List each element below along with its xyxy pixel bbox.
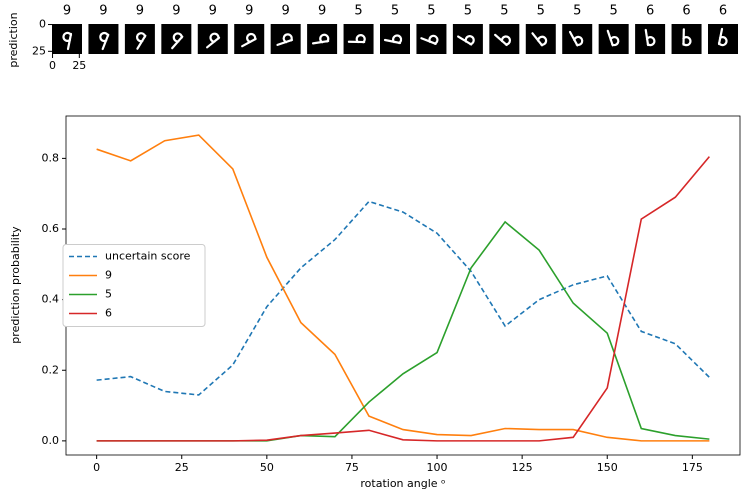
prediction-label: 5 xyxy=(500,4,508,19)
prediction-label: 5 xyxy=(537,4,545,19)
x-axis-label: rotation angle ᵒ xyxy=(360,477,445,490)
y-tick-label: 0 xyxy=(39,18,46,31)
prediction-label: 5 xyxy=(427,4,435,19)
digit-image xyxy=(344,24,374,54)
prediction-label: 9 xyxy=(172,4,180,19)
figure: prediction prediction probability rotati… xyxy=(0,0,743,493)
prediction-label: 5 xyxy=(354,4,362,19)
x-tick-label: 175 xyxy=(682,461,703,474)
y-tick-label: 0.0 xyxy=(42,434,60,447)
digit-image xyxy=(453,24,483,54)
legend-label: 5 xyxy=(105,288,112,301)
prediction-label: 9 xyxy=(63,4,71,19)
digit-image xyxy=(672,24,702,54)
digit-image xyxy=(708,24,738,54)
prediction-label: 9 xyxy=(136,4,144,19)
digit-image xyxy=(380,24,410,54)
prediction-label: 6 xyxy=(646,4,654,19)
digit-image xyxy=(52,24,82,54)
prediction-label: 9 xyxy=(209,4,217,19)
x-tick-label: 25 xyxy=(175,461,189,474)
legend-label: 9 xyxy=(105,269,112,282)
digit-image xyxy=(526,24,556,54)
digit-image xyxy=(562,24,592,54)
digit-image xyxy=(271,24,301,54)
prediction-label: 5 xyxy=(391,4,399,19)
prediction-label: 5 xyxy=(610,4,618,19)
digit-image xyxy=(489,24,519,54)
digit-image xyxy=(161,24,191,54)
y-axis-label: prediction probability xyxy=(9,226,22,344)
strip-ylabel: prediction xyxy=(7,12,20,67)
prediction-label: 6 xyxy=(682,4,690,19)
x-tick-label: 50 xyxy=(260,461,274,474)
legend-label: 6 xyxy=(105,307,112,320)
prediction-label: 5 xyxy=(573,4,581,19)
digit-image xyxy=(307,24,337,54)
digit-image xyxy=(635,24,665,54)
x-tick-label: 100 xyxy=(427,461,448,474)
digit-image xyxy=(198,24,228,54)
prediction-label: 6 xyxy=(719,4,727,19)
x-tick-label: 0 xyxy=(49,59,56,72)
x-tick-label: 75 xyxy=(345,461,359,474)
y-tick-label: 0.6 xyxy=(42,222,60,235)
y-tick-label: 0.4 xyxy=(42,293,60,306)
legend-label: uncertain score xyxy=(105,250,191,263)
prediction-label: 9 xyxy=(318,4,326,19)
x-tick-label: 150 xyxy=(597,461,618,474)
y-tick-label: 0.8 xyxy=(42,151,60,164)
y-tick-label: 25 xyxy=(32,44,46,57)
prediction-label: 9 xyxy=(99,4,107,19)
prediction-label: 9 xyxy=(245,4,253,19)
digit-image xyxy=(234,24,264,54)
prediction-label: 9 xyxy=(282,4,290,19)
x-tick-label: 125 xyxy=(512,461,533,474)
digit-image xyxy=(599,24,629,54)
y-tick-label: 0.2 xyxy=(42,363,60,376)
digit-image xyxy=(125,24,155,54)
prediction-label: 5 xyxy=(464,4,472,19)
x-tick-label: 25 xyxy=(72,59,86,72)
x-tick-label: 0 xyxy=(93,461,100,474)
